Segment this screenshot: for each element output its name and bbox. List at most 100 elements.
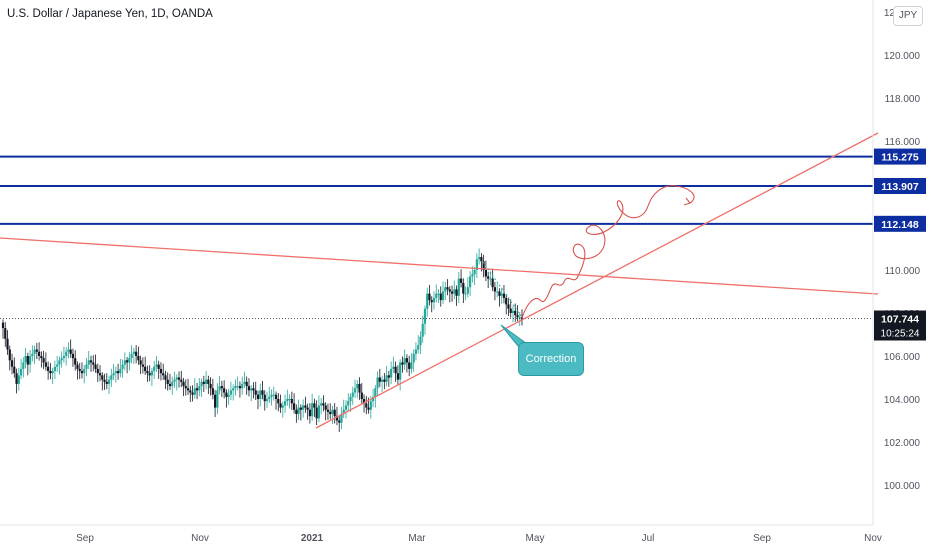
level-price-tag [874, 177, 926, 194]
candle-body [28, 356, 32, 365]
time-tick-label: Nov [864, 533, 882, 544]
candle-body [78, 368, 81, 372]
candle-body [15, 373, 18, 384]
projection-wave[interactable] [521, 185, 695, 319]
candle-body [114, 371, 117, 374]
candle-body [399, 362, 402, 380]
candle-body [268, 396, 271, 399]
candle-body [60, 358, 63, 361]
candle-body [351, 392, 354, 397]
candle-body [292, 403, 296, 410]
candle-body [53, 366, 56, 372]
candle-body [121, 364, 124, 369]
candle-body [110, 375, 113, 380]
candle-body [448, 289, 451, 292]
candle-body [371, 396, 375, 402]
candle-body [344, 405, 348, 410]
candle-body [333, 409, 336, 417]
candle-body [446, 287, 449, 290]
candle-body [408, 362, 411, 369]
candle-body [38, 351, 41, 356]
candle-body [250, 388, 253, 391]
candle-body [159, 368, 163, 374]
candle-body [263, 394, 266, 402]
time-tick-label: Mar [408, 533, 426, 544]
candle-body [396, 373, 399, 380]
candle-body [146, 371, 149, 374]
candle-body [141, 364, 145, 367]
candle-body [245, 381, 248, 387]
level-price-label: 113.907 [881, 181, 919, 193]
price-tick-label: 102.000 [884, 438, 921, 449]
candle-body [162, 373, 165, 376]
candle-body [353, 388, 357, 393]
candle-body [216, 390, 219, 408]
candle-body [243, 381, 246, 384]
candle-body [362, 399, 366, 404]
candle-body [369, 401, 372, 410]
time-axis[interactable]: Sep Nov 2021 Mar May Jul Sep Nov [0, 524, 882, 544]
candle-body [71, 353, 75, 359]
candle-body [322, 403, 325, 406]
candle-body [198, 386, 201, 391]
candle-body [484, 270, 487, 277]
horizontal-levels[interactable] [0, 155, 873, 320]
candle-body [6, 338, 9, 350]
candle-body [227, 394, 230, 397]
projection-path[interactable] [521, 185, 695, 319]
level-price-label: 112.148 [881, 219, 919, 231]
candle-body [392, 366, 395, 369]
candle-body [180, 379, 183, 382]
descending-trendline[interactable] [0, 237, 879, 295]
candle-body [218, 386, 221, 391]
candle-body [306, 407, 309, 410]
candle-body [200, 381, 203, 387]
candle-body [17, 375, 20, 384]
candle-body [437, 293, 440, 295]
candle-body [462, 282, 465, 294]
candle-body [58, 360, 61, 365]
candle-body [135, 351, 138, 356]
ascending-trendline[interactable] [315, 132, 879, 429]
candle-body [80, 371, 84, 374]
candle-body [423, 308, 427, 324]
candle-body [62, 356, 66, 359]
candle-body [209, 383, 212, 389]
candle-body [417, 345, 420, 350]
level-price-tag [874, 215, 926, 232]
correction-label[interactable]: Correction [518, 342, 584, 376]
candle-body [426, 293, 429, 309]
candle-body [105, 381, 108, 384]
candle-body [225, 392, 228, 397]
candle-body [439, 293, 442, 301]
candle-body [126, 360, 129, 363]
time-tick-label: Nov [191, 533, 209, 544]
trendlines[interactable] [0, 132, 879, 429]
candle-body [496, 291, 499, 293]
candle-body [329, 411, 332, 415]
currency-badge[interactable]: JPY [893, 6, 923, 26]
candle-body [103, 379, 106, 382]
candle-body [493, 287, 497, 292]
candle-body [83, 368, 86, 374]
candle-body [342, 409, 345, 415]
candle-body [410, 362, 413, 369]
candle-body [223, 388, 226, 393]
candle-body [430, 300, 433, 303]
candle-body [96, 368, 99, 374]
candle-body [414, 349, 418, 354]
candle-body [137, 356, 140, 361]
price-axis[interactable]: 100.000102.000104.000106.000108.000110.0… [872, 0, 926, 525]
candlestick-series [1, 248, 524, 433]
candle-body [286, 399, 289, 402]
candle-body [374, 388, 377, 397]
candle-body [475, 259, 478, 270]
candle-body [295, 409, 298, 415]
candle-body [123, 360, 126, 365]
candle-body [256, 394, 260, 399]
candle-body [164, 375, 167, 380]
candle-body [324, 405, 327, 410]
candle-body [182, 381, 185, 387]
candle-body [44, 362, 47, 367]
